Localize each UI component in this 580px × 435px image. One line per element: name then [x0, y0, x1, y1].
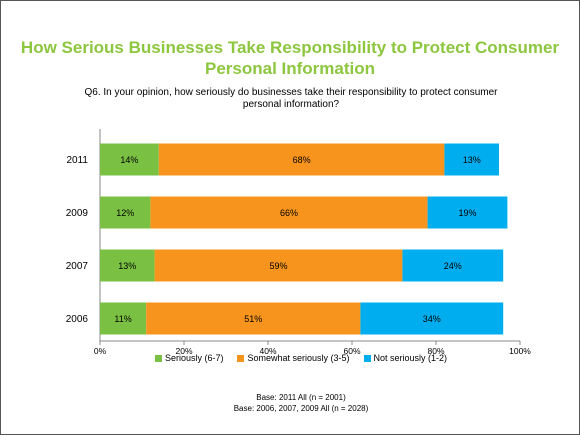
data-label: 12%: [116, 208, 134, 218]
data-label: 14%: [120, 155, 138, 165]
bar-segment-seriously: [100, 302, 147, 335]
base-note-earlier: Base: 2006, 2007, 2009 All (n = 2028): [233, 404, 369, 413]
data-label: 68%: [293, 155, 311, 165]
x-tick-label: 80%: [427, 346, 444, 356]
bar-segment-seriously: [100, 249, 155, 282]
x-tick-label: 100%: [509, 346, 531, 356]
data-label: 34%: [423, 314, 441, 324]
bar-segment-seriously: [100, 143, 159, 176]
bar-segment-somewhat: [146, 302, 361, 335]
bar-segment-not: [402, 249, 504, 282]
data-label: 19%: [458, 208, 476, 218]
bar-segment-not: [360, 302, 504, 335]
bar-segment-not: [444, 143, 499, 176]
data-label: 66%: [280, 208, 298, 218]
data-label: 59%: [269, 261, 287, 271]
legend-label-seriously: Seriously (6-7): [164, 353, 224, 363]
bar-segment-seriously: [100, 196, 151, 229]
category-label: 2007: [66, 261, 89, 272]
legend-item-somewhat: Somewhat seriously (3-5): [237, 353, 350, 363]
question-text: Q6. In your opinion, how seriously do bu…: [84, 87, 498, 110]
category-label: 2011: [66, 155, 88, 166]
x-tick-label: 0%: [94, 346, 107, 356]
data-label: 51%: [244, 314, 262, 324]
legend: Seriously (6-7) Somewhat seriously (3-5)…: [131, 353, 471, 363]
x-tick-label: 20%: [175, 346, 192, 356]
legend-label-not: Not seriously (1-2): [373, 353, 448, 363]
chart-title: How Serious Businesses Take Responsibili…: [20, 38, 560, 78]
legend-label-somewhat: Somewhat seriously (3-5): [247, 353, 350, 363]
bar-segment-somewhat: [154, 249, 403, 282]
bar-segment-not: [427, 196, 508, 229]
bar-segment-somewhat: [158, 143, 445, 176]
bar-segment-somewhat: [150, 196, 428, 229]
legend-swatch-seriously: [154, 354, 162, 362]
category-label: 2006: [66, 314, 89, 325]
legend-item-not: Not seriously (1-2): [363, 353, 448, 363]
data-label: 11%: [114, 314, 131, 324]
category-label: 2009: [66, 208, 89, 219]
x-tick-label: 60%: [343, 346, 360, 356]
data-label: 24%: [444, 261, 462, 271]
legend-swatch-not: [363, 354, 371, 362]
data-label: 13%: [118, 261, 136, 271]
legend-item-seriously: Seriously (6-7): [154, 353, 224, 363]
legend-swatch-somewhat: [237, 354, 245, 362]
base-note-2011: Base: 2011 All (n = 2001): [256, 393, 346, 402]
data-label: 13%: [463, 155, 481, 165]
x-tick-label: 40%: [259, 346, 276, 356]
